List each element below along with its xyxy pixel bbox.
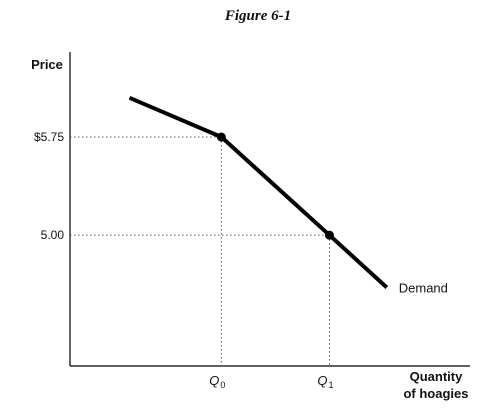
x-tick-subscript: 0 [220,380,225,390]
y-tick-label: 5.00 [41,228,65,242]
x-tick-label: Q1 [317,373,333,390]
figure-title: Figure 6-1 [224,8,291,24]
x-axis-label-line1: Quantity [410,369,463,384]
demand-curve [128,95,389,289]
demand-point [324,230,334,240]
y-tick-label: $5.75 [34,130,64,144]
x-tick-label: Q0 [209,373,225,390]
x-tick-subscript: 1 [329,380,334,390]
y-axis-label: Price [31,57,63,72]
demand-curve-label: Demand [399,281,448,296]
demand-point [216,132,226,142]
x-axis-label-line2: of hoagies [403,386,468,401]
